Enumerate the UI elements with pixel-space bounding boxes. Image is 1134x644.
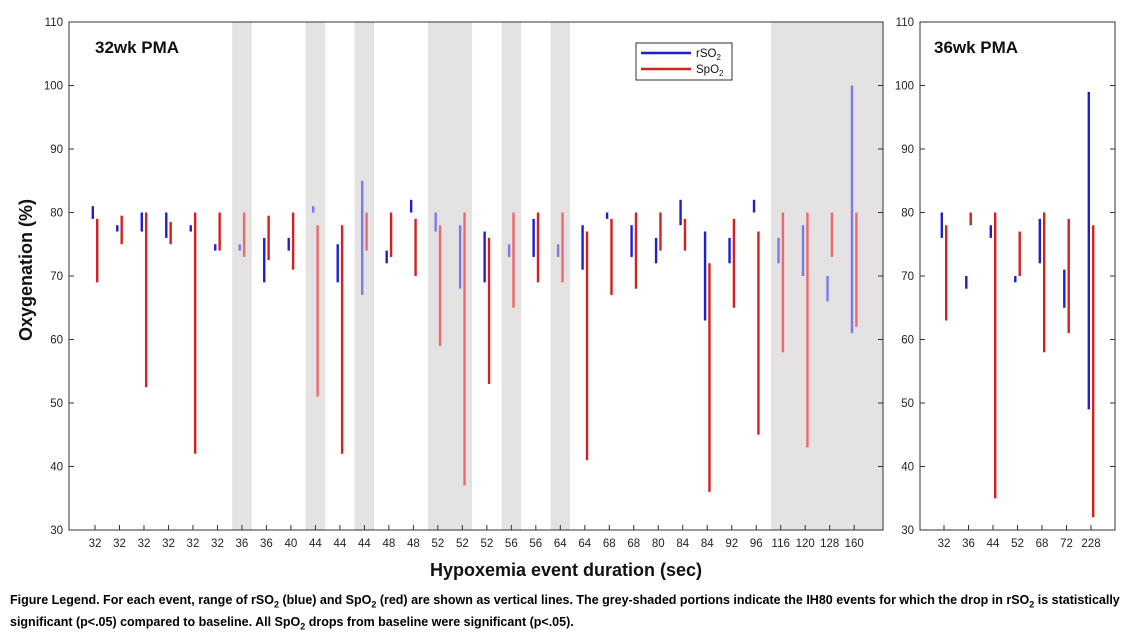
x-tick-label: 52 — [480, 538, 493, 550]
legend-box — [635, 42, 733, 81]
y-tick-label: 90 — [901, 144, 914, 156]
x-tick-label: 32 — [89, 538, 102, 550]
x-tick-label: 32 — [162, 538, 175, 550]
x-tick-label: 64 — [578, 538, 591, 550]
x-tick-label: 68 — [627, 538, 640, 550]
caption-text: (red) are shown as vertical lines. The g… — [376, 593, 1030, 607]
caption-text: Figure Legend. For each event, range of … — [10, 593, 274, 607]
y-tick-label: 100 — [895, 81, 914, 93]
plot-frame — [919, 21, 1116, 531]
y-tick-label: 60 — [50, 335, 63, 347]
y-tick-label: 30 — [50, 525, 63, 537]
x-tick-label: 48 — [407, 538, 420, 550]
x-tick-label: 128 — [820, 538, 839, 550]
x-tick-label: 40 — [285, 538, 298, 550]
chart-svg: 30 40 50 60 70 80 90 100 110 32 32 32 32 32 32 36 36 40 44… — [16, 17, 1116, 580]
y-tick-label: 110 — [896, 17, 914, 29]
caption-text: (blue) and SpO — [278, 593, 372, 607]
x-tick-label: 44 — [358, 538, 371, 550]
x-tick-label: 32 — [113, 538, 126, 550]
y-tick-label: 60 — [901, 335, 914, 347]
significance-shade — [550, 22, 571, 530]
x-tick-label: 36 — [260, 538, 273, 550]
y-tick-label: 90 — [50, 144, 63, 156]
y-tick-label: 70 — [50, 271, 63, 283]
x-tick-label: 52 — [456, 538, 469, 550]
figure-caption: Figure Legend. For each event, range of … — [10, 592, 1125, 635]
y-tick-label: 40 — [50, 462, 63, 474]
plot-frame — [68, 21, 884, 531]
x-tick-label: 36 — [962, 538, 975, 550]
panel-label: 36wk PMA — [934, 38, 1018, 57]
x-tick-label: 44 — [334, 538, 347, 550]
x-tick-label: 48 — [382, 538, 395, 550]
x-tick-label: 32 — [138, 538, 151, 550]
caption-text: drops from baseline were significant (p<… — [305, 614, 574, 629]
y-tick-label: 50 — [50, 398, 63, 410]
x-tick-label: 44 — [987, 538, 1000, 550]
significance-shade — [232, 22, 252, 530]
significance-shade — [305, 22, 326, 530]
y-tick-label: 80 — [901, 208, 914, 220]
y-tick-label: 30 — [901, 525, 914, 537]
y-tick-label: 40 — [901, 462, 914, 474]
caption-subscript: 2 — [300, 621, 306, 631]
x-tick-label: 56 — [529, 538, 542, 550]
x-tick-label: 84 — [701, 538, 714, 550]
x-tick-label: 72 — [1060, 538, 1073, 550]
y-tick-label: 80 — [50, 208, 63, 220]
x-tick-label: 68 — [603, 538, 616, 550]
y-axis-label: Oxygenation (%) — [16, 199, 36, 341]
caption-subscript: 2 — [1029, 599, 1035, 610]
x-tick-label: 64 — [554, 538, 567, 550]
y-tick-label: 110 — [45, 17, 63, 29]
x-tick-label: 52 — [1011, 538, 1024, 550]
x-tick-label: 32 — [187, 538, 200, 550]
x-tick-label: 160 — [845, 538, 864, 550]
x-tick-label: 120 — [796, 538, 815, 550]
x-axis-label: Hypoxemia event duration (sec) — [430, 560, 702, 580]
x-tick-label: 56 — [505, 538, 518, 550]
y-tick-label: 70 — [901, 271, 914, 283]
panel-1: 30 40 50 60 70 80 90 100 110 32 32 32 32 32 32 36 36 40 44… — [44, 17, 884, 550]
legend-label-rso2: rSO2 — [696, 48, 721, 62]
significance-shade — [354, 22, 375, 530]
x-tick-label: 44 — [309, 538, 322, 550]
x-tick-label: 52 — [431, 538, 444, 550]
x-tick-label: 32 — [938, 538, 951, 550]
x-tick-label: 68 — [1036, 538, 1049, 550]
x-tick-label: 84 — [676, 538, 689, 550]
x-tick-label: 92 — [725, 538, 738, 550]
significance-shade — [501, 22, 522, 530]
x-tick-label: 36 — [236, 538, 249, 550]
x-tick-label: 32 — [211, 538, 224, 550]
x-tick-label: 228 — [1081, 538, 1100, 550]
caption-subscript: 2 — [273, 599, 279, 610]
legend: rSO2 SpO2 — [635, 42, 733, 81]
legend-label-spo2: SpO2 — [696, 64, 724, 78]
y-tick-label: 100 — [44, 81, 63, 93]
x-tick-label: 96 — [750, 538, 763, 550]
x-tick-label: 80 — [652, 538, 665, 550]
caption-text: is statistically significant (p<.05) com… — [10, 593, 1120, 629]
caption-subscript: 2 — [371, 599, 377, 610]
panel-2: 30 40 50 60 70 80 90 100 110 32 36 44 52 68 72 228 36wk … — [895, 17, 1116, 550]
panel-label: 32wk PMA — [95, 38, 179, 57]
x-tick-label: 116 — [772, 538, 790, 550]
y-tick-label: 50 — [901, 398, 914, 410]
